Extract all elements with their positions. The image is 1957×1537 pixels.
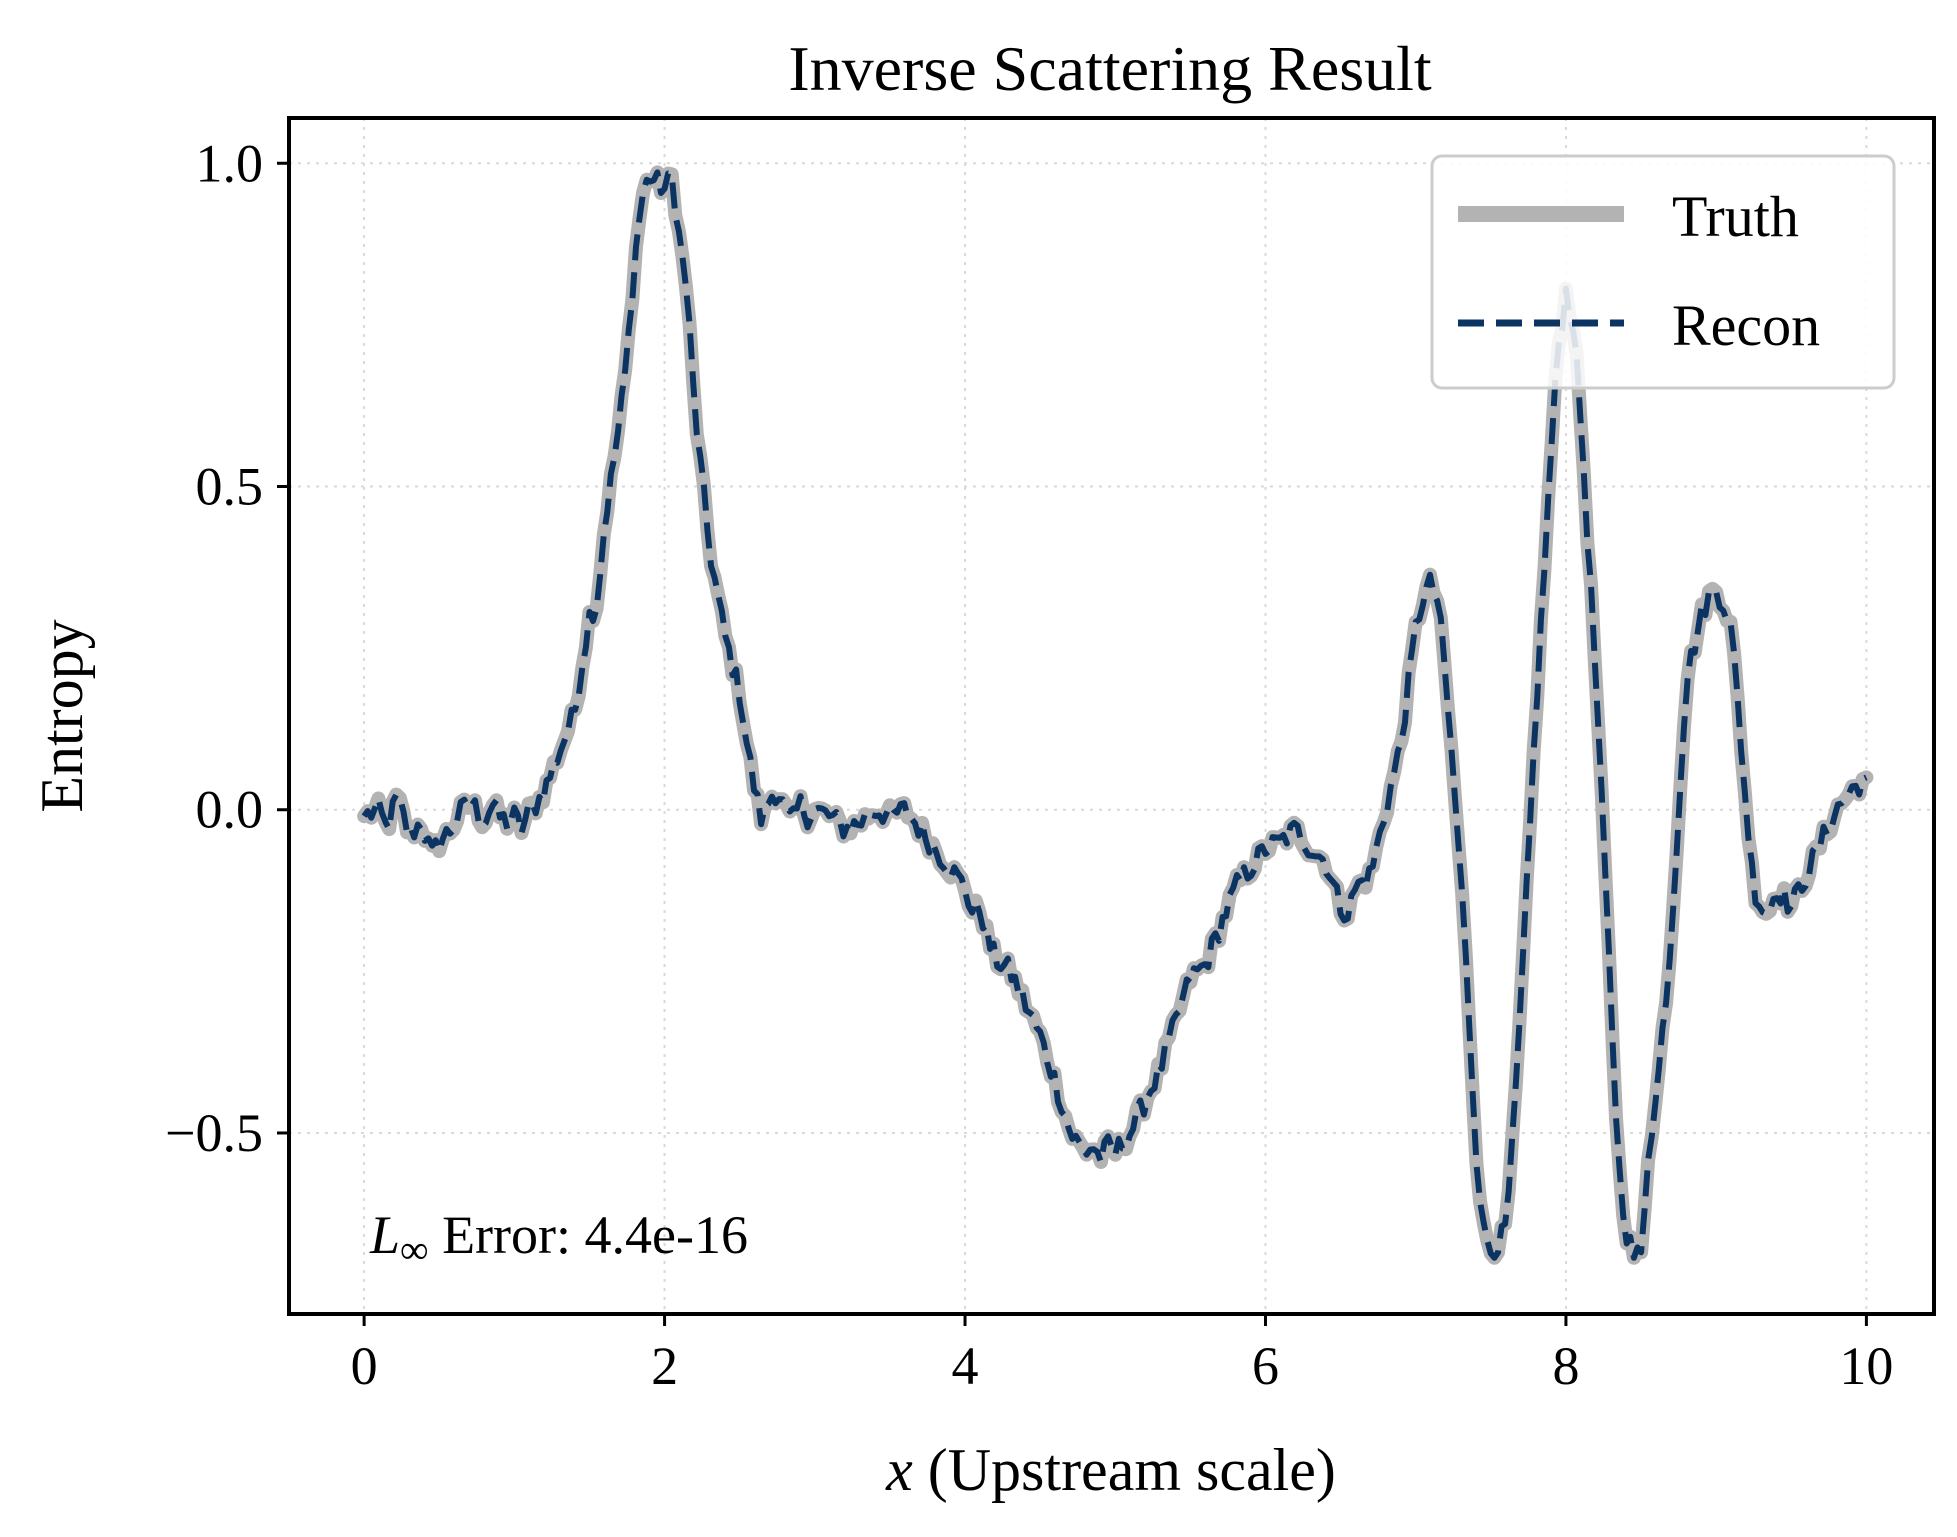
x-tick-label: 0 [351,1336,378,1396]
y-tick-label: 0.5 [196,456,264,516]
annotation-text: Error: 4.4e-16 [429,1205,748,1265]
x-tick-label: 10 [1839,1336,1893,1396]
x-tick-label: 2 [651,1336,678,1396]
x-tick-label: 6 [1252,1336,1279,1396]
x-tick-label: 4 [952,1336,979,1396]
x-tick-label: 8 [1552,1336,1579,1396]
annotation-variable: L [369,1205,400,1265]
x-axis-variable: x [885,1437,913,1503]
legend-recon-label: Recon [1672,293,1820,358]
chart-title: Inverse Scattering Result [788,33,1432,104]
legend-truth-label: Truth [1672,184,1799,249]
x-axis-label: x (Upstream scale) [885,1437,1336,1503]
legend-box [1430,154,1896,390]
y-tick-label: −0.5 [165,1103,263,1163]
truth-series [357,165,1874,1265]
y-axis-ticks: −0.5 0.0 0.5 1.0 [165,133,289,1163]
error-annotation: L∞ Error: 4.4e-16 [369,1205,748,1272]
x-axis-ticks: 0 2 4 6 8 10 [351,1314,1893,1396]
annotation-subscript: ∞ [400,1227,429,1272]
truth-line [357,165,1874,1265]
plot-frame [287,116,1936,1316]
legend: Truth Recon [1430,154,1896,390]
y-tick-label: 1.0 [196,133,264,193]
y-tick-label: 0.0 [196,780,264,840]
y-axis-label: Entropy [29,619,95,812]
x-axis-label-text: (Upstream scale) [913,1437,1336,1503]
